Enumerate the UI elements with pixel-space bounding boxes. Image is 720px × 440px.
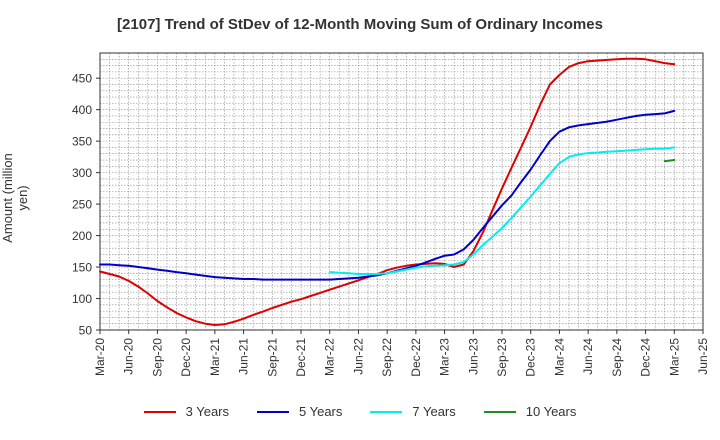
- x-tick-label: Mar-23: [438, 338, 452, 376]
- y-tick-label: 450: [72, 72, 92, 86]
- x-tick-label: Dec-22: [409, 338, 423, 377]
- x-tick-label: Dec-20: [179, 338, 193, 377]
- x-tick-label: Jun-21: [237, 338, 251, 375]
- x-tick-label: Jun-23: [466, 338, 480, 375]
- x-tick-label: Jun-22: [351, 338, 365, 375]
- legend-label: 5 Years: [299, 404, 343, 419]
- legend-swatch: [143, 410, 176, 413]
- y-tick-label: 350: [72, 135, 92, 149]
- legend-label: 3 Years: [185, 404, 229, 419]
- x-tick-label: Sep-24: [610, 338, 624, 377]
- legend-item: 5 Years: [257, 404, 342, 419]
- series-line-7-years: [328, 146, 676, 275]
- y-tick-label: 50: [79, 324, 93, 338]
- legend-label: 10 Years: [525, 404, 577, 419]
- y-tick-label: 100: [72, 292, 92, 306]
- y-tick-label: 150: [72, 261, 92, 275]
- legend-item: 7 Years: [370, 404, 456, 419]
- series-line-3-years: [99, 57, 676, 326]
- x-tick-label: Dec-23: [524, 338, 538, 377]
- x-tick-label: Sep-22: [380, 338, 394, 377]
- x-tick-label: Dec-21: [294, 338, 308, 377]
- x-tick-label: Jun-20: [122, 338, 136, 375]
- plot-frame: [99, 52, 704, 331]
- legend-item: 3 Years: [143, 404, 229, 419]
- legend-swatch: [370, 410, 403, 413]
- series-line-10-years: [663, 159, 676, 163]
- legend-swatch: [483, 410, 516, 413]
- x-tick-label: Mar-24: [552, 338, 566, 376]
- chart-title: [2107] Trend of StDev of 12-Month Moving…: [117, 16, 603, 33]
- x-tick-label: Sep-21: [265, 338, 279, 377]
- x-tick-label: Sep-23: [495, 338, 509, 377]
- x-tick-label: Sep-20: [150, 338, 164, 377]
- legend-item: 10 Years: [483, 404, 577, 419]
- chart-legend: 3 Years 5 Years 7 Years 10 Years: [0, 404, 720, 419]
- x-tick-label: Dec-24: [639, 338, 653, 377]
- y-tick-label: 250: [72, 198, 92, 212]
- legend-swatch: [257, 410, 289, 413]
- legend-label: 7 Years: [412, 404, 456, 419]
- y-tick-label: 300: [72, 166, 92, 180]
- x-tick-label: Mar-22: [323, 338, 337, 376]
- y-tick-label: 200: [72, 229, 92, 243]
- x-tick-label: Mar-21: [208, 338, 222, 376]
- x-tick-label: Jun-25: [696, 338, 710, 375]
- x-tick-label: Mar-25: [667, 338, 681, 376]
- x-tick-label: Jun-24: [581, 338, 595, 375]
- y-tick-label: 400: [72, 103, 92, 117]
- x-tick-label: Mar-20: [93, 338, 107, 376]
